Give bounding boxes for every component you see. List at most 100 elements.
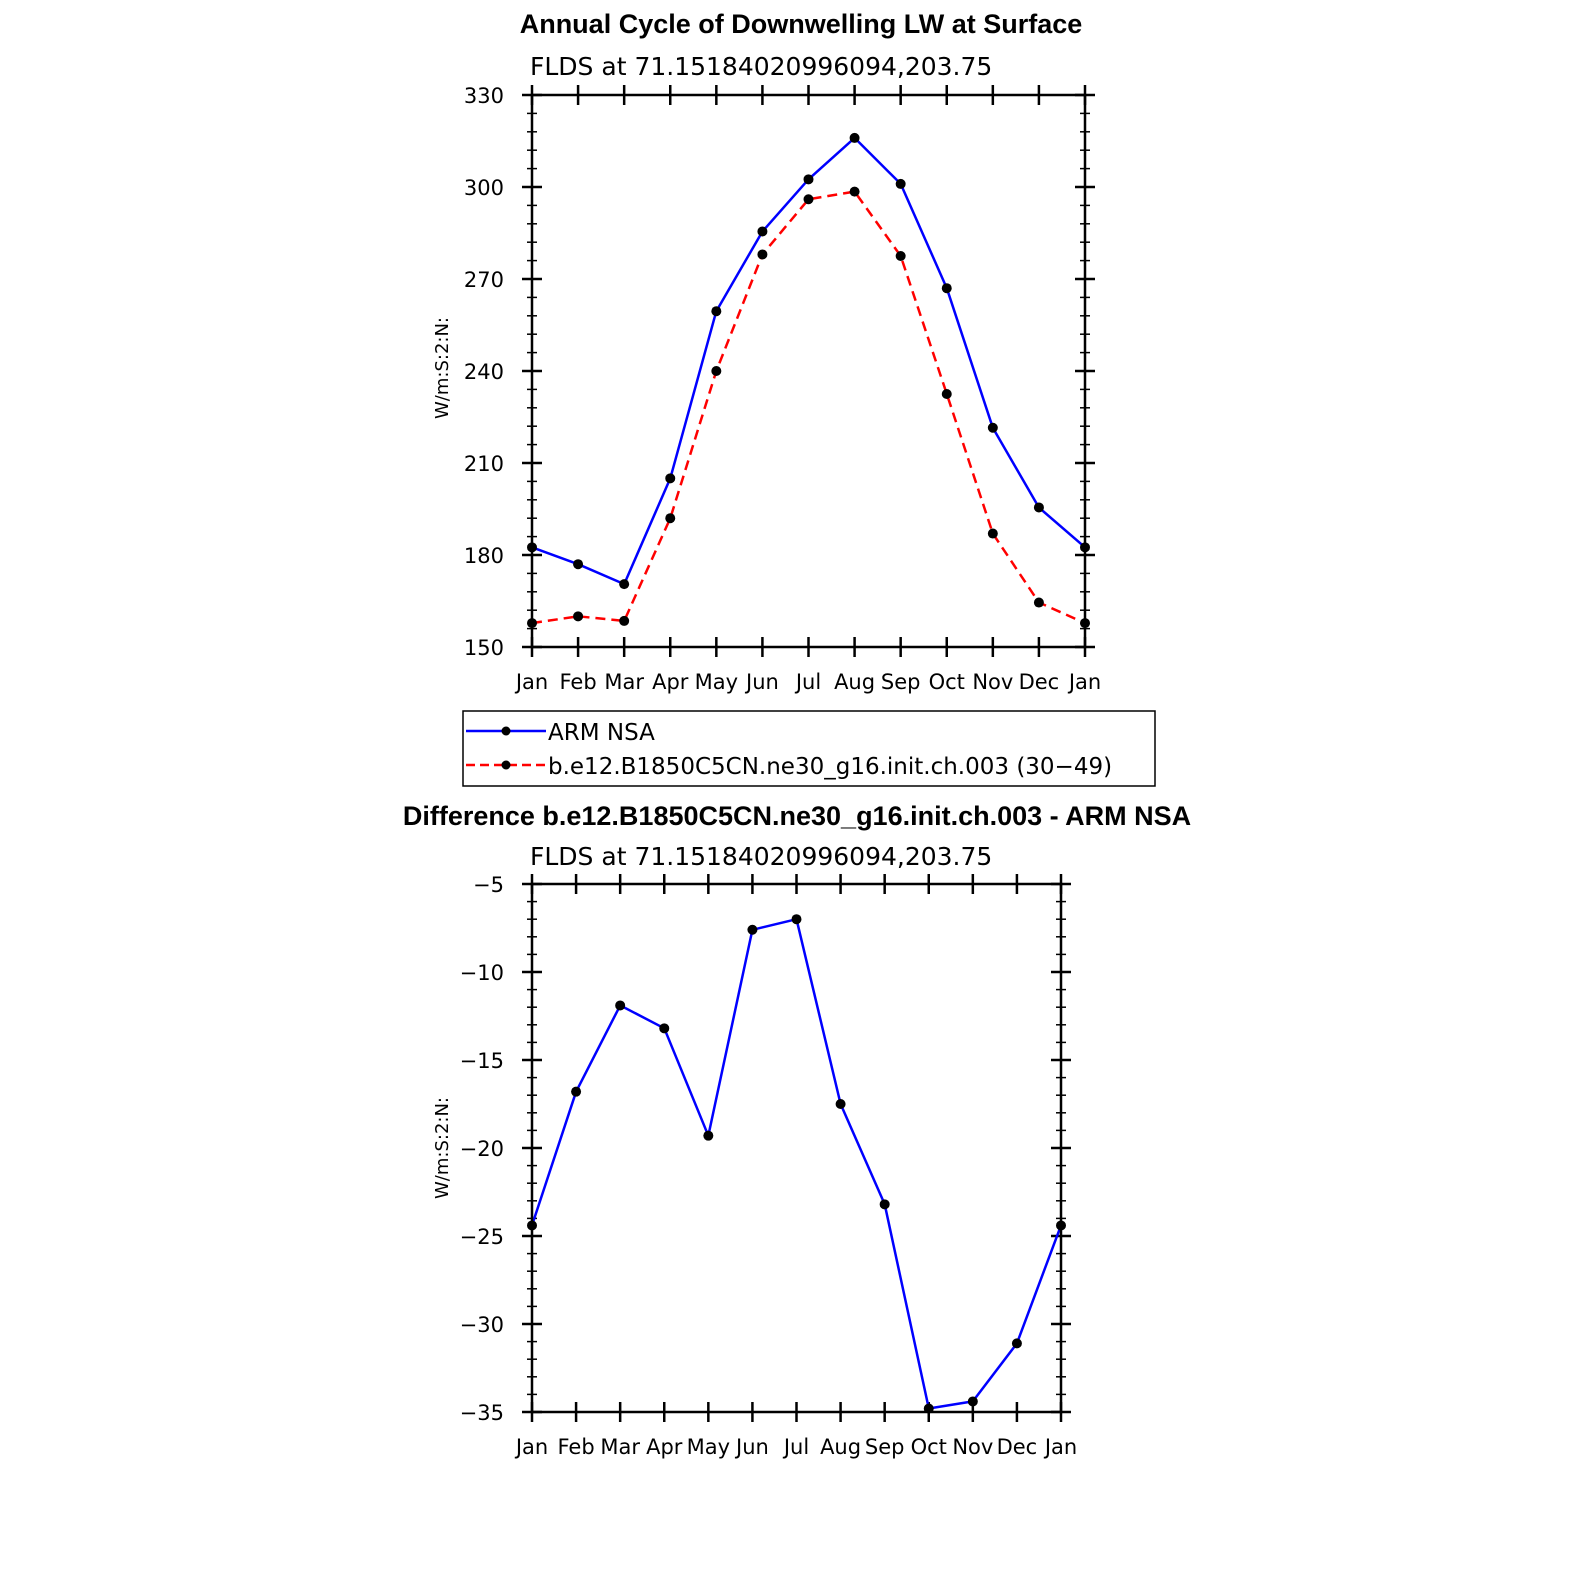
data-point xyxy=(747,924,758,935)
x-tick-label: Jul xyxy=(794,670,821,694)
y-tick-label: 330 xyxy=(464,84,504,108)
x-tick-label: Apr xyxy=(652,670,689,694)
data-point xyxy=(757,226,768,237)
x-tick-label: Oct xyxy=(929,670,965,694)
x-tick-label: Jun xyxy=(744,670,779,694)
x-tick-label: Jan xyxy=(1067,670,1101,694)
x-tick-label: Mar xyxy=(604,670,644,694)
data-point xyxy=(849,186,860,197)
y-tick-label: 210 xyxy=(464,452,504,476)
y-tick-label: −35 xyxy=(460,1401,504,1425)
x-tick-label: Sep xyxy=(881,670,921,694)
y-tick-label: −20 xyxy=(460,1137,504,1161)
data-point xyxy=(619,615,630,626)
x-tick-label: Feb xyxy=(559,670,596,694)
x-tick-label: Aug xyxy=(820,1435,861,1459)
data-point xyxy=(1033,597,1044,608)
series-line-0 xyxy=(531,136,1086,586)
legend-box xyxy=(462,710,1156,787)
data-point xyxy=(711,306,722,317)
legend-entry-model: b.e12.B1850C5CN.ne30_g16.init.ch.003 (30… xyxy=(548,754,1112,780)
axis-ticks xyxy=(522,874,1071,1422)
chart-subtitle: FLDS at 71.15184020996094,203.75 xyxy=(530,842,992,871)
data-point xyxy=(619,579,630,590)
data-point xyxy=(615,1000,626,1011)
y-tick-label: 270 xyxy=(464,268,504,292)
y-tick-label: 150 xyxy=(464,636,504,660)
panel-difference: Difference b.e12.B1850C5CN.ne30_g16.init… xyxy=(403,801,1191,1459)
x-tick-label: May xyxy=(687,1435,730,1459)
y-tick-label: −30 xyxy=(460,1313,504,1337)
data-point xyxy=(987,528,998,539)
chart-subtitle: FLDS at 71.15184020996094,203.75 xyxy=(530,52,992,81)
y-tick-label: 240 xyxy=(464,360,504,384)
data-point xyxy=(941,389,952,399)
series-group xyxy=(527,132,1090,629)
x-tick-label: May xyxy=(695,670,738,694)
data-point xyxy=(791,914,802,925)
data-point xyxy=(573,611,584,622)
x-tick-label: Apr xyxy=(646,1435,683,1459)
x-tick-label: Jan xyxy=(514,670,548,694)
data-point xyxy=(849,132,860,143)
chart-title: Difference b.e12.B1850C5CN.ne30_g16.init… xyxy=(403,801,1191,831)
x-tick-labels: Jan Feb Mar Apr May Jun Jul Aug Sep Oct Nov Dec Jan xyxy=(514,1435,1077,1459)
axis-ticks xyxy=(522,85,1095,657)
x-tick-label: Jul xyxy=(782,1435,809,1459)
x-tick-label: Dec xyxy=(1019,670,1060,694)
data-point xyxy=(895,251,906,261)
x-tick-label: Mar xyxy=(600,1435,640,1459)
panel-annual-cycle: Annual Cycle of Downwelling LW at Surfac… xyxy=(432,9,1156,787)
x-tick-label: Nov xyxy=(972,670,1013,694)
data-point xyxy=(665,473,676,484)
y-tick-label: −5 xyxy=(473,873,504,897)
x-tick-label: Nov xyxy=(952,1435,993,1459)
y-tick-label: 180 xyxy=(464,544,504,568)
data-point xyxy=(573,559,584,570)
data-point xyxy=(659,1023,670,1034)
y-tick-label: −15 xyxy=(460,1049,504,1073)
plot-frame xyxy=(530,882,1063,1414)
y-tick-label: −25 xyxy=(460,1225,504,1249)
data-point xyxy=(665,513,676,524)
x-tick-label: Oct xyxy=(911,1435,947,1459)
y-tick-labels: −35 −30 −25 −20 −15 −10 −5 xyxy=(460,873,504,1425)
data-point xyxy=(571,1086,582,1097)
x-tick-label: Jan xyxy=(514,1435,548,1459)
data-point xyxy=(941,283,952,294)
data-point xyxy=(895,178,906,189)
x-tick-label: Jun xyxy=(734,1435,769,1459)
data-point xyxy=(757,249,768,260)
x-tick-label: Sep xyxy=(865,1435,905,1459)
chart-title: Annual Cycle of Downwelling LW at Surfac… xyxy=(520,9,1083,39)
y-axis-label: W/m:S:2:N: xyxy=(432,1097,453,1199)
legend-marker-arm xyxy=(501,726,511,736)
data-point xyxy=(1033,502,1044,513)
x-tick-label: Dec xyxy=(997,1435,1038,1459)
x-tick-label: Feb xyxy=(557,1435,594,1459)
data-point xyxy=(703,1130,714,1141)
series-group xyxy=(527,914,1066,1414)
x-tick-label: Jan xyxy=(1043,1435,1077,1459)
legend-marker-model xyxy=(501,760,511,770)
legend: ARM NSA b.e12.B1850C5CN.ne30_g16.init.ch… xyxy=(462,710,1156,787)
data-point xyxy=(879,1199,890,1210)
series-line-0 xyxy=(530,917,1063,1410)
plot-frame xyxy=(530,93,1087,649)
data-point xyxy=(835,1099,846,1109)
y-tick-label: 300 xyxy=(464,176,504,200)
y-tick-labels: 150 180 210 240 270 300 330 xyxy=(464,84,504,660)
x-tick-labels: Jan Feb Mar Apr May Jun Jul Aug Sep Oct Nov Dec Jan xyxy=(514,670,1101,694)
data-point xyxy=(987,422,998,433)
data-point xyxy=(803,194,814,205)
legend-entry-arm: ARM NSA xyxy=(548,720,655,746)
data-point xyxy=(967,1396,978,1407)
x-tick-label: Aug xyxy=(834,670,875,694)
data-point xyxy=(803,174,814,185)
series-line-1 xyxy=(531,190,1086,625)
y-axis-label: W/m:S:2:N: xyxy=(432,317,453,419)
data-point xyxy=(711,366,722,376)
y-tick-label: −10 xyxy=(460,961,504,985)
data-point xyxy=(1011,1338,1022,1349)
